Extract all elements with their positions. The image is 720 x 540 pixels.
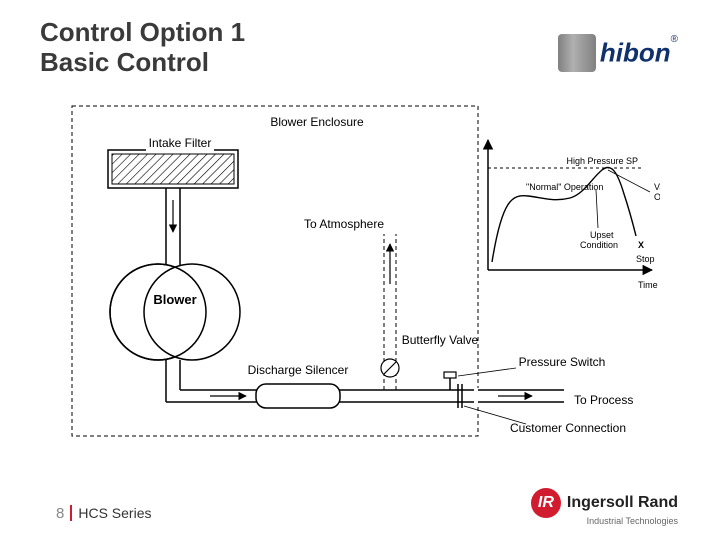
to-atmosphere-label: To Atmosphere [304,217,384,231]
process-diagram: Blower Enclosure Intake Filter Blower [70,104,660,440]
graph-time: Time [638,280,658,290]
graph-upset2: Condition [580,240,618,250]
intake-filter-label: Intake Filter [149,136,212,150]
ir-text: Ingersoll Rand [567,494,678,511]
hibon-logo-bar [558,34,596,72]
graph-valve-open2: Open [654,192,660,202]
graph-normal-label: "Normal" Operation [526,182,603,192]
footer-separator-icon [70,505,72,521]
ingersoll-rand-logo: IR Ingersoll Rand Industrial Technologies [531,488,678,526]
title-line2: Basic Control [40,47,209,77]
hibon-logo: hibon® [558,34,678,72]
discharge-silencer-label: Discharge Silencer [248,363,349,377]
blower-label: Blower [153,292,196,307]
pressure-time-graph: High Pressure SP "Normal" Operation Valv… [488,140,660,290]
footer-series: HCS Series [78,505,151,521]
title-line1: Control Option 1 [40,17,245,47]
graph-x: X [638,240,644,250]
graph-high-sp-label: High Pressure SP [566,156,638,166]
registered-icon: ® [671,34,678,45]
blower-enclosure-label: Blower Enclosure [270,115,364,129]
to-process-label: To Process [574,393,633,407]
butterfly-valve-label: Butterfly Valve [402,333,479,347]
ir-badge-icon: IR [531,488,561,518]
page-number: 8 [56,505,64,522]
customer-connection-label: Customer Connection [510,421,626,435]
graph-stop: Stop [636,254,655,264]
slide: Control Option 1 Basic Control hibon® Bl… [0,0,720,540]
ir-subtext: Industrial Technologies [567,516,678,526]
graph-upset1: Upset [590,230,614,240]
pressure-switch-label: Pressure Switch [519,355,606,369]
slide-title: Control Option 1 Basic Control [40,18,245,78]
footer: 8 HCS Series [56,505,151,522]
hibon-logo-text: hibon [600,38,671,68]
graph-valve-open1: Valve [654,182,660,192]
